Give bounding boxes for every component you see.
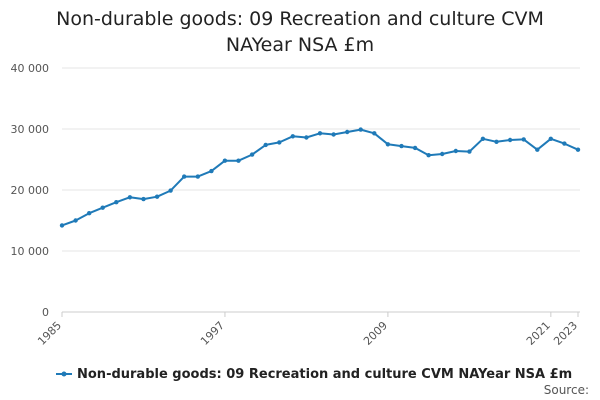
y-tick-label: 40 000 bbox=[11, 62, 50, 75]
x-tick-label: 2009 bbox=[361, 319, 390, 348]
data-point bbox=[263, 142, 268, 148]
y-tick-label: 20 000 bbox=[11, 184, 50, 197]
x-tick-label: 1985 bbox=[35, 319, 64, 348]
data-point bbox=[290, 134, 295, 139]
data-point bbox=[236, 158, 241, 163]
data-point bbox=[467, 149, 472, 154]
data-point bbox=[480, 136, 486, 141]
chart-title: Non-durable goods: 09 Recreation and cul… bbox=[56, 8, 544, 56]
data-point bbox=[507, 137, 513, 143]
data-point bbox=[168, 188, 173, 193]
data-point bbox=[249, 152, 255, 157]
data-point bbox=[548, 136, 553, 141]
data-point bbox=[535, 147, 540, 152]
y-tick-label: 0 bbox=[42, 306, 49, 319]
y-axis: 0 10 000 20 000 30 000 40 000 bbox=[11, 62, 50, 319]
data-point bbox=[575, 147, 581, 152]
data-point bbox=[317, 131, 323, 136]
grid-lines bbox=[62, 67, 580, 313]
data-point bbox=[87, 211, 92, 216]
data-point bbox=[331, 132, 336, 137]
legend-label: Non-durable goods: 09 Recreation and cul… bbox=[77, 367, 572, 382]
x-tick-label: 1997 bbox=[198, 319, 227, 348]
data-point bbox=[412, 145, 418, 151]
y-tick-label: 10 000 bbox=[11, 245, 50, 258]
data-point bbox=[277, 140, 282, 145]
data-point bbox=[426, 153, 431, 158]
x-tick-label: 2021 bbox=[524, 319, 553, 348]
data-point bbox=[453, 148, 458, 154]
data-point bbox=[59, 223, 65, 228]
data-point bbox=[195, 174, 200, 179]
data-point bbox=[304, 135, 309, 140]
data-point bbox=[372, 131, 377, 136]
data-point bbox=[154, 194, 160, 199]
data-point bbox=[345, 129, 350, 135]
data-point bbox=[494, 139, 499, 144]
data-point bbox=[222, 158, 228, 163]
x-tick-label: 2023 bbox=[551, 319, 580, 348]
data-point bbox=[440, 151, 445, 157]
data-point bbox=[385, 142, 391, 147]
data-point bbox=[100, 205, 105, 210]
data-point bbox=[562, 141, 567, 146]
source-label: Source: bbox=[544, 383, 589, 397]
data-point bbox=[127, 195, 133, 200]
data-point bbox=[399, 143, 404, 149]
series-line bbox=[61, 128, 579, 227]
y-tick-label: 30 000 bbox=[11, 123, 50, 136]
data-point bbox=[209, 168, 214, 174]
data-point bbox=[182, 174, 187, 179]
data-point bbox=[141, 196, 146, 202]
legend-point-marker bbox=[61, 371, 67, 377]
data-point bbox=[358, 127, 363, 132]
series-group bbox=[59, 127, 581, 228]
legend: Non-durable goods: 09 Recreation and cul… bbox=[56, 367, 572, 382]
data-point bbox=[521, 137, 526, 142]
data-point bbox=[114, 200, 119, 205]
data-point bbox=[73, 218, 78, 223]
